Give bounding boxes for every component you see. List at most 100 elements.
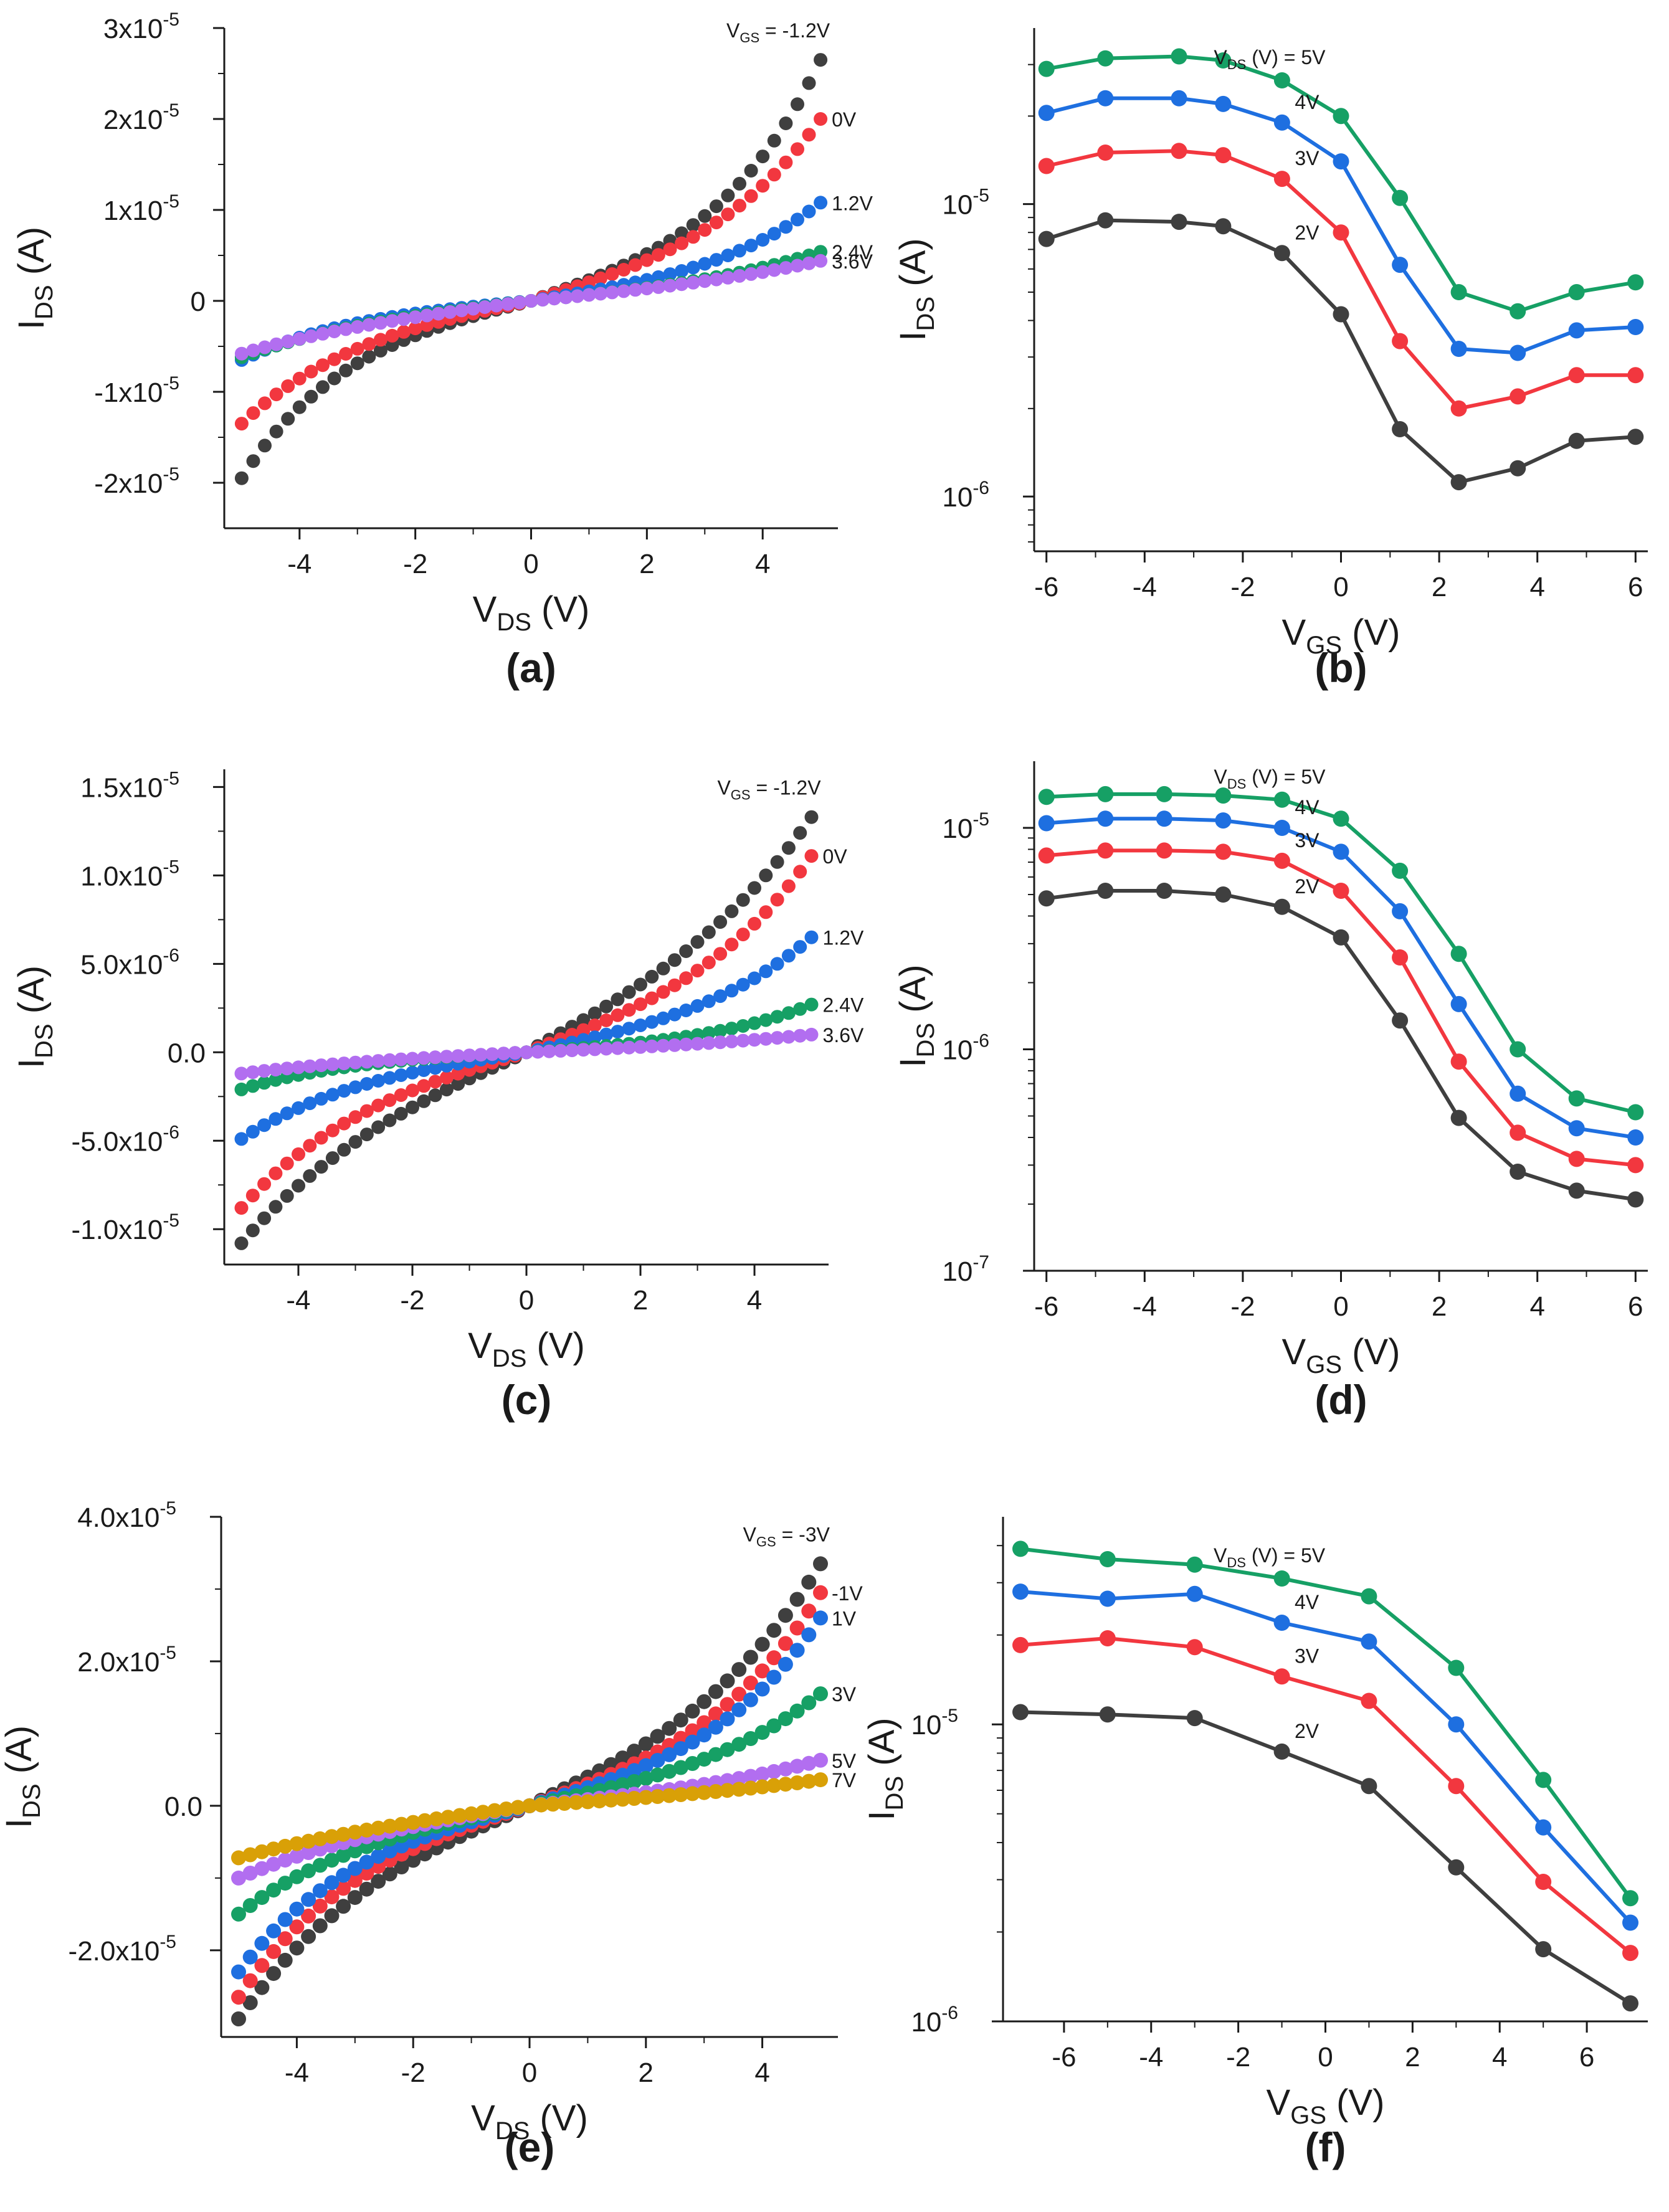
- data-point: [339, 322, 353, 336]
- data-point: [292, 1147, 305, 1161]
- series-line: [1046, 792, 1636, 1114]
- data-point: [679, 1037, 693, 1051]
- data-point: [292, 1101, 305, 1115]
- data-point: [791, 142, 804, 156]
- series-3V: 3V: [1012, 1630, 1638, 1962]
- data-point: [709, 272, 723, 287]
- x-tick-label: -4: [285, 2058, 309, 2088]
- data-point: [304, 364, 318, 379]
- data-point: [269, 1063, 283, 1077]
- data-point: [767, 263, 781, 277]
- series-5V: VDS (V) = 5V: [1038, 46, 1644, 320]
- data-point: [673, 1787, 688, 1802]
- data-point: [428, 1050, 442, 1065]
- data-point: [266, 1923, 282, 1939]
- data-point: [770, 855, 784, 869]
- x-tick-label: 4: [747, 1285, 762, 1316]
- data-point: [748, 916, 761, 931]
- data-point: [301, 1929, 316, 1944]
- data-point: [615, 1792, 630, 1807]
- data-point: [325, 1151, 340, 1165]
- data-point: [720, 1673, 735, 1689]
- data-point: [748, 971, 761, 985]
- x-tick-label: 0: [523, 549, 538, 579]
- data-point: [622, 1003, 636, 1017]
- data-point: [350, 356, 364, 371]
- data-point: [1156, 810, 1172, 827]
- series-label: 4V: [1295, 1591, 1320, 1613]
- data-point: [1627, 1157, 1644, 1174]
- data-point: [1097, 842, 1114, 859]
- data-point: [736, 893, 750, 907]
- data-point: [1097, 145, 1114, 161]
- data-point: [336, 1848, 351, 1863]
- data-point: [246, 454, 260, 468]
- data-point: [777, 1608, 793, 1623]
- data-point: [731, 1686, 747, 1702]
- data-point: [439, 1070, 454, 1085]
- data-point: [701, 1026, 716, 1040]
- data-point: [464, 1806, 479, 1821]
- data-point: [759, 1032, 773, 1046]
- data-point: [615, 1777, 630, 1792]
- data-point: [766, 1623, 782, 1638]
- data-point: [743, 1675, 758, 1691]
- data-point: [277, 1931, 293, 1947]
- data-point: [1450, 995, 1467, 1012]
- data-point: [383, 1053, 397, 1067]
- y-tick-label: 0: [191, 287, 206, 317]
- data-point: [303, 1169, 317, 1183]
- data-point: [1273, 72, 1290, 88]
- data-point: [1038, 105, 1055, 121]
- data-point: [489, 298, 503, 313]
- data-point: [1361, 1588, 1377, 1605]
- data-point: [667, 978, 682, 992]
- data-point: [708, 1784, 723, 1799]
- data-point: [756, 265, 770, 279]
- series-4V: 4V: [1012, 1583, 1638, 1931]
- x-tick-label: 2: [1432, 572, 1447, 602]
- x-axis-title: VDS (V): [468, 1326, 585, 1372]
- data-point: [289, 1901, 305, 1917]
- y-tick-label: 2x10-5: [103, 100, 179, 135]
- data-point: [257, 1076, 272, 1090]
- data-point: [770, 957, 784, 971]
- data-point: [814, 254, 828, 268]
- data-point: [1038, 230, 1055, 247]
- data-point: [1156, 786, 1172, 802]
- data-point: [1392, 903, 1409, 919]
- data-point: [1333, 306, 1349, 323]
- data-point: [748, 1016, 761, 1030]
- data-point: [254, 1935, 270, 1951]
- data-point: [663, 267, 677, 282]
- data-point: [417, 1846, 432, 1862]
- data-point: [743, 1780, 758, 1796]
- data-point: [594, 287, 607, 301]
- data-point: [667, 1038, 682, 1052]
- data-point: [582, 288, 596, 302]
- data-point: [754, 1725, 770, 1740]
- data-point: [698, 274, 712, 288]
- data-point: [1156, 842, 1172, 859]
- data-point: [312, 1858, 328, 1873]
- data-point: [793, 865, 807, 879]
- data-point: [485, 1047, 500, 1061]
- data-point: [478, 300, 492, 314]
- data-point: [359, 1077, 374, 1091]
- series-2V: 2V: [1012, 1704, 1638, 2012]
- y-tick-label: 2.0x10-5: [77, 1643, 176, 1678]
- data-point: [1273, 820, 1290, 836]
- data-point: [1097, 212, 1114, 229]
- x-tick-label: 6: [1579, 2042, 1594, 2072]
- data-point: [1392, 421, 1409, 437]
- data-point: [325, 1123, 340, 1137]
- data-point: [254, 1861, 270, 1876]
- data-point: [813, 1686, 828, 1702]
- data-point: [686, 230, 700, 244]
- panel-letter: (b): [1315, 645, 1367, 691]
- x-tick-label: 4: [1492, 2042, 1507, 2072]
- x-axis-title: VGS (V): [1282, 1332, 1400, 1379]
- y-tick-label: 10-6: [942, 478, 989, 513]
- data-point: [498, 1801, 514, 1816]
- data-point: [382, 1818, 397, 1834]
